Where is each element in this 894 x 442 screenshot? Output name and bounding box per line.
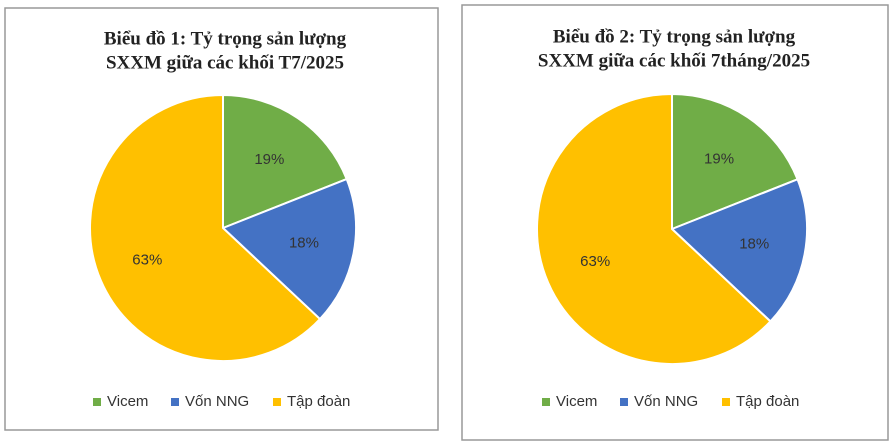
pie-slice — [89, 93, 322, 362]
legend-label: Tập đoàn — [287, 393, 350, 410]
legend-label: Vicem — [556, 393, 597, 410]
legend-swatch — [273, 398, 281, 406]
legend-label: Vốn NNG — [185, 393, 249, 410]
pie-slice — [671, 92, 799, 231]
data-label: 63% — [132, 252, 162, 269]
pie-slice — [536, 92, 772, 365]
chart-title: SXXM giữa các khối T7/2025 — [106, 52, 344, 73]
data-label: 18% — [739, 236, 769, 253]
data-label: 19% — [254, 151, 284, 168]
chart-title: Biểu đồ 2: Tỷ trọng sản lượng — [553, 26, 796, 47]
legend-swatch — [93, 398, 101, 406]
legend-label: Vicem — [107, 393, 148, 410]
pie-slice — [221, 177, 357, 321]
data-label: 19% — [704, 151, 734, 168]
pie-slice — [670, 178, 808, 323]
legend-swatch — [620, 398, 628, 406]
legend-swatch — [171, 398, 179, 406]
legend-swatch — [722, 398, 730, 406]
data-label: 18% — [289, 234, 319, 251]
legend-label: Tập đoàn — [736, 393, 799, 410]
legend-swatch — [542, 398, 550, 406]
data-label: 63% — [580, 253, 610, 270]
legend-label: Vốn NNG — [634, 393, 698, 410]
chart-title: SXXM giữa các khối 7tháng/2025 — [538, 50, 810, 71]
chart-title: Biểu đồ 1: Tỷ trọng sản lượng — [104, 28, 347, 49]
pie-slice — [222, 93, 348, 230]
